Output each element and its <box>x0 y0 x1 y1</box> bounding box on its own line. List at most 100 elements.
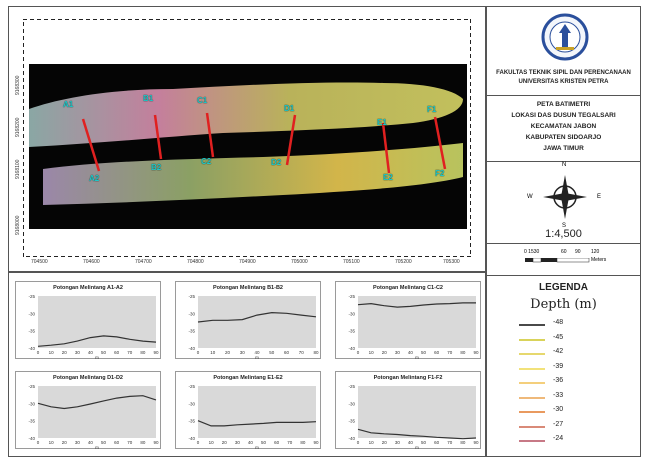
cross-section-title: Potongan Melintang F1-F2 <box>373 375 443 381</box>
map-title-line: KABUPATEN SIDOARJO <box>525 134 602 141</box>
north-arrow-icon <box>543 175 587 219</box>
institution-line1: FAKULTAS TEKNIK SIPIL DAN PERENCANAAN <box>496 70 631 76</box>
cross-section-panel: -25 -30 -35 -40 0 10 20 30 40 50 60 70 80 90 m Potongan… <box>15 371 161 450</box>
legend-item: -30 <box>487 406 637 418</box>
depth-profile-line <box>37 395 157 410</box>
x-tick-label: 50 <box>261 440 267 445</box>
legend-item: -36 <box>487 377 637 389</box>
x-tick-label: 704500 <box>31 259 48 265</box>
legend-block: LEGENDA Depth (m) -48 -45 -42 -39 -36 -33 -30 -… <box>487 275 640 457</box>
x-tick-label: 40 <box>88 350 94 355</box>
river-lower <box>43 143 463 205</box>
y-tick-label: -30 <box>188 311 195 316</box>
legend-value: -45 <box>553 333 564 341</box>
y-tick-label: -25 <box>28 384 35 389</box>
point-label: B2 <box>151 163 162 172</box>
x-tick-label: 30 <box>235 440 241 445</box>
x-axis-label: m <box>415 355 419 360</box>
x-tick-label: 10 <box>210 350 216 355</box>
cross-section-plot: -25 -30 -35 -400 10 20 30 40 50 60 70 80 m <box>188 294 319 360</box>
x-tick-label: 20 <box>225 350 231 355</box>
cross-section-plot: -25 -30 -35 -400 10 20 30 40 50 60 70 80 90 m <box>348 294 479 360</box>
x-tick-label: 705200 <box>395 259 412 265</box>
north-scale-block: N S W E 1:4,500 <box>487 161 640 244</box>
y-tick-label: -25 <box>28 294 35 299</box>
cross-section-panel: -25 -30 -35 -40 0 10 20 30 40 50 60 70 80 90 m Potongan… <box>335 371 481 450</box>
x-tick-label: 90 <box>153 440 159 445</box>
legend-value: -42 <box>553 348 564 355</box>
y-tick-label: 9168100 <box>15 159 21 179</box>
compass-w: W <box>527 194 533 200</box>
y-tick-label: -35 <box>188 329 195 334</box>
x-tick-label: 80 <box>460 440 466 445</box>
cross-section-title: Potongan Melintang E1-E2 <box>213 375 283 381</box>
map-title-block: PETA BATIMETRI LOKASI DAS DUSUN TEGALSAR… <box>487 95 640 162</box>
scalebar-unit: Meters <box>591 257 607 263</box>
x-tick-label: 60 <box>114 440 120 445</box>
legend-value: -24 <box>553 435 564 442</box>
cross-section-panel: -25 -30 -35 -40 0 10 20 30 40 50 60 70 80 90 m Potongan… <box>335 281 481 360</box>
x-tick-label: 50 <box>101 440 107 445</box>
y-tick-label: 9168000 <box>15 215 21 235</box>
x-tick-label: 40 <box>248 440 254 445</box>
legend-item: -45 <box>487 334 637 346</box>
x-tick-label: 90 <box>473 440 479 445</box>
legend-value: -48 <box>553 319 564 326</box>
point-label: E2 <box>383 173 393 182</box>
cross-section-title: Potongan Melintang C1-C2 <box>373 285 443 291</box>
depth-profile-line <box>197 420 317 427</box>
depth-profile-line <box>357 302 476 308</box>
map-title-line: LOKASI DAS DUSUN TEGALSARI <box>511 112 616 119</box>
x-tick-label: 705300 <box>443 259 460 265</box>
point-label: B1 <box>143 94 154 103</box>
y-tick-label: -35 <box>348 329 355 334</box>
x-tick-label: 40 <box>408 440 414 445</box>
x-axis-label: m <box>95 445 99 450</box>
y-tick-label: -25 <box>348 294 355 299</box>
legend-value: -36 <box>553 377 564 384</box>
institution-line2: UNIVERSITAS KRISTEN PETRA <box>518 79 609 85</box>
x-axis-label: m <box>255 445 259 450</box>
point-label: D1 <box>284 104 295 113</box>
point-label: F1 <box>427 105 437 114</box>
scalebar-tick: 90 <box>575 249 581 255</box>
depth-profile-line <box>37 335 157 347</box>
legend-value: -33 <box>553 391 564 399</box>
x-tick-label: 0 <box>197 440 200 445</box>
point-label: C1 <box>197 96 208 105</box>
x-tick-label: 60 <box>434 440 440 445</box>
legend-swatch <box>519 382 545 384</box>
point-label: A2 <box>89 174 100 183</box>
y-tick-label: -40 <box>188 346 195 351</box>
x-axis-label: m <box>255 355 259 360</box>
cross-section-plot: -25 -30 -35 -400 10 20 30 40 50 60 70 80 90 m <box>28 294 159 360</box>
cross-section-panel: -25 -30 -35 -40 0 10 20 30 40 50 60 70 80 90 m Potongan… <box>175 371 321 450</box>
x-tick-label: 60 <box>284 350 290 355</box>
map-title-line: KECAMATAN JABON <box>530 123 597 130</box>
x-tick-label: 60 <box>274 440 280 445</box>
x-tick-label: 10 <box>209 440 215 445</box>
x-tick-label: 90 <box>153 350 159 355</box>
legend-item: -42 <box>487 348 637 360</box>
x-tick-label: 70 <box>447 440 453 445</box>
x-tick-label: 10 <box>49 350 55 355</box>
x-tick-label: 30 <box>395 350 401 355</box>
y-tick-label: -40 <box>188 436 195 441</box>
legend-swatch <box>519 338 545 341</box>
point-label: D2 <box>271 158 282 167</box>
legend-title: LEGENDA <box>539 282 588 293</box>
x-tick-label: 10 <box>369 440 375 445</box>
x-tick-label: 80 <box>460 350 466 355</box>
x-tick-label: 0 <box>37 350 40 355</box>
x-tick-label: 704900 <box>239 259 256 265</box>
cross-section-plot: -25 -30 -35 -400 10 20 30 40 50 60 70 80 90 m <box>28 384 159 450</box>
cross-section-panel: -25 -30 -35 -40 0 10 20 30 40 50 60 70 80 90 m Potongan… <box>15 281 161 360</box>
legend-swatch <box>519 353 545 355</box>
x-tick-label: 70 <box>287 440 293 445</box>
x-tick-label: 705100 <box>343 259 360 265</box>
x-tick-label: 20 <box>382 350 388 355</box>
bathymetry-map <box>23 19 471 257</box>
x-tick-label: 704700 <box>135 259 152 265</box>
cross-section-title: Potongan Melintang D1-D2 <box>53 375 123 381</box>
y-tick-label: 9168300 <box>15 75 21 95</box>
